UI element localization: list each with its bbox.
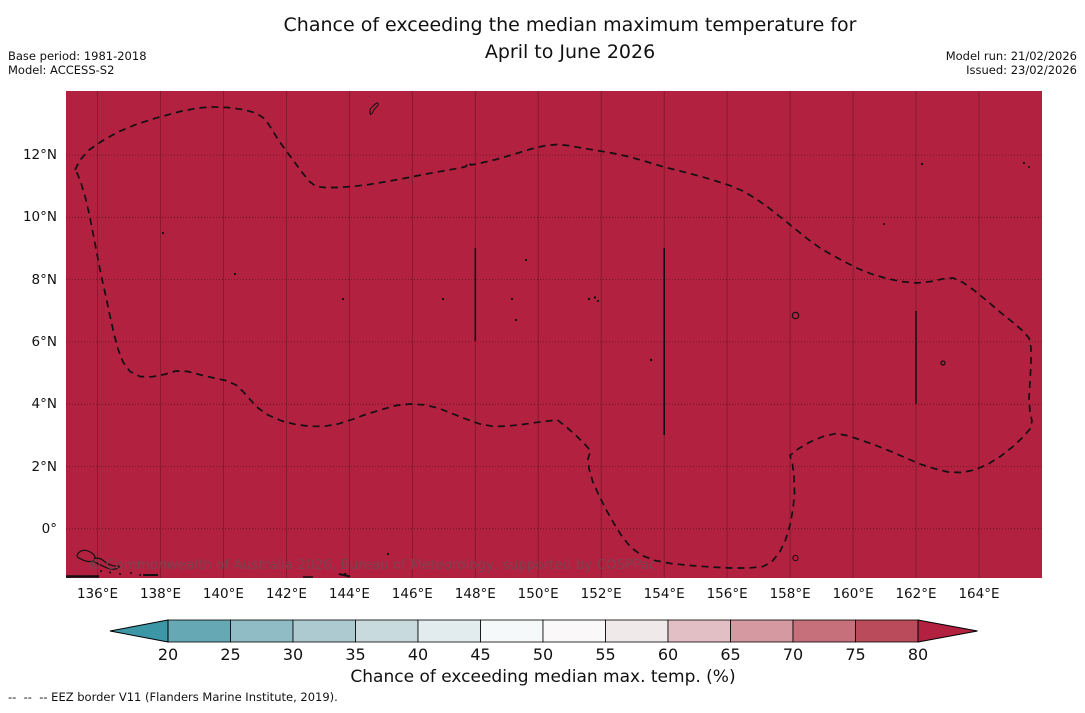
x-tick-label-136°E: 136°E xyxy=(76,586,119,602)
colorbar-tick-label-75: 75 xyxy=(845,645,866,664)
colorbar-axis-label: Chance of exceeding median max. temp. (%… xyxy=(350,667,736,687)
colorbar-segment-8 xyxy=(667,619,731,643)
colorbar-tick-label-80: 80 xyxy=(907,645,929,664)
y-tick-label-0°: 0° xyxy=(41,520,57,537)
meta-right: Model run: 21/02/2026 Issued: 23/02/2026 xyxy=(946,49,1077,77)
x-tick-label-150°E: 150°E xyxy=(517,586,559,602)
colorbar-tick-label-65: 65 xyxy=(720,645,741,664)
y-tick-label-10°N: 10°N xyxy=(22,209,57,226)
x-tick-label-140°E: 140°E xyxy=(202,586,244,602)
model-run-text: Model run: 21/02/2026 xyxy=(945,49,1077,63)
colorbar-tick-label-25: 25 xyxy=(220,645,241,664)
colorbar-tick-label-30: 30 xyxy=(282,645,304,664)
colorbar-segments xyxy=(167,619,919,643)
base-period-text: Base period: 1981-2018 xyxy=(8,49,147,63)
kosrae-island-outline xyxy=(940,360,946,366)
colorbar-segment-4 xyxy=(417,619,481,643)
y-tick-label-6°N: 6°N xyxy=(31,333,57,350)
title-line-1: Chance of exceeding the median maximum t… xyxy=(283,14,857,36)
colorbar-segment-2 xyxy=(292,619,356,643)
title-line-2: April to June 2026 xyxy=(484,41,656,63)
y-tick-label-12°N: 12°N xyxy=(22,147,57,163)
colorbar-over-arrow xyxy=(917,619,978,643)
colorbar-segment-7 xyxy=(605,619,669,643)
x-tick-label-154°E: 154°E xyxy=(643,586,685,602)
colorbar-tick-label-35: 35 xyxy=(345,645,366,664)
colorbar-segment-5 xyxy=(480,619,544,643)
colorbar-segment-0 xyxy=(167,619,231,643)
model-text: Model: ACCESS-S2 xyxy=(8,63,115,77)
copyright-watermark: © Commonwealth of Australia 2026, Bureau… xyxy=(88,557,657,573)
x-tick-label-142°E: 142°E xyxy=(265,586,307,602)
x-tick-label-164°E: 164°E xyxy=(958,586,1000,602)
colorbar-segment-3 xyxy=(355,619,419,643)
x-tick-label-158°E: 158°E xyxy=(769,586,811,602)
y-tick-label-8°N: 8°N xyxy=(31,271,57,288)
colorbar-segment-1 xyxy=(230,619,294,643)
x-tick-label-156°E: 156°E xyxy=(706,586,748,602)
x-tick-label-144°E: 144°E xyxy=(328,586,370,602)
eez-source-note: -- -- -- EEZ border V11 (Flanders Marine… xyxy=(8,690,338,704)
colorbar-segment-6 xyxy=(542,619,606,643)
x-tick-label-160°E: 160°E xyxy=(832,586,874,602)
page-title: Chance of exceeding the median maximum t… xyxy=(284,12,857,66)
eez-border-path xyxy=(74,106,1033,569)
map-probability-field xyxy=(66,91,1042,578)
colorbar-tick-label-60: 60 xyxy=(657,645,679,664)
pohnpei-island-outline xyxy=(791,311,800,320)
colorbar-tick-label-20: 20 xyxy=(157,645,179,664)
colorbar-tick-label-40: 40 xyxy=(407,645,429,664)
issued-text: Issued: 23/02/2026 xyxy=(966,63,1077,77)
colorbar-segment-10 xyxy=(792,619,856,643)
eez-boundary-segments xyxy=(474,248,917,435)
coastline-fragments xyxy=(66,549,351,578)
atoll-outline xyxy=(792,554,799,562)
colorbar-segment-11 xyxy=(855,619,919,643)
x-tick-label-148°E: 148°E xyxy=(454,586,496,602)
colorbar-tick-label-70: 70 xyxy=(782,645,804,664)
colorbar-tick-label-55: 55 xyxy=(595,645,616,664)
colorbar-under-arrow xyxy=(109,619,169,643)
islands xyxy=(161,102,1030,576)
colorbar-tick-label-45: 45 xyxy=(470,645,491,664)
y-tick-label-2°N: 2°N xyxy=(31,458,57,475)
x-tick-label-162°E: 162°E xyxy=(895,586,937,602)
meta-left: Base period: 1981-2018 Model: ACCESS-S2 xyxy=(8,49,147,77)
y-tick-label-4°N: 4°N xyxy=(31,396,57,413)
x-tick-label-152°E: 152°E xyxy=(580,586,622,602)
colorbar-tick-label-50: 50 xyxy=(532,645,554,664)
x-tick-label-146°E: 146°E xyxy=(391,586,433,602)
colorbar-segment-9 xyxy=(730,619,794,643)
x-tick-label-138°E: 138°E xyxy=(139,586,182,602)
guam-island-outline xyxy=(369,102,379,116)
